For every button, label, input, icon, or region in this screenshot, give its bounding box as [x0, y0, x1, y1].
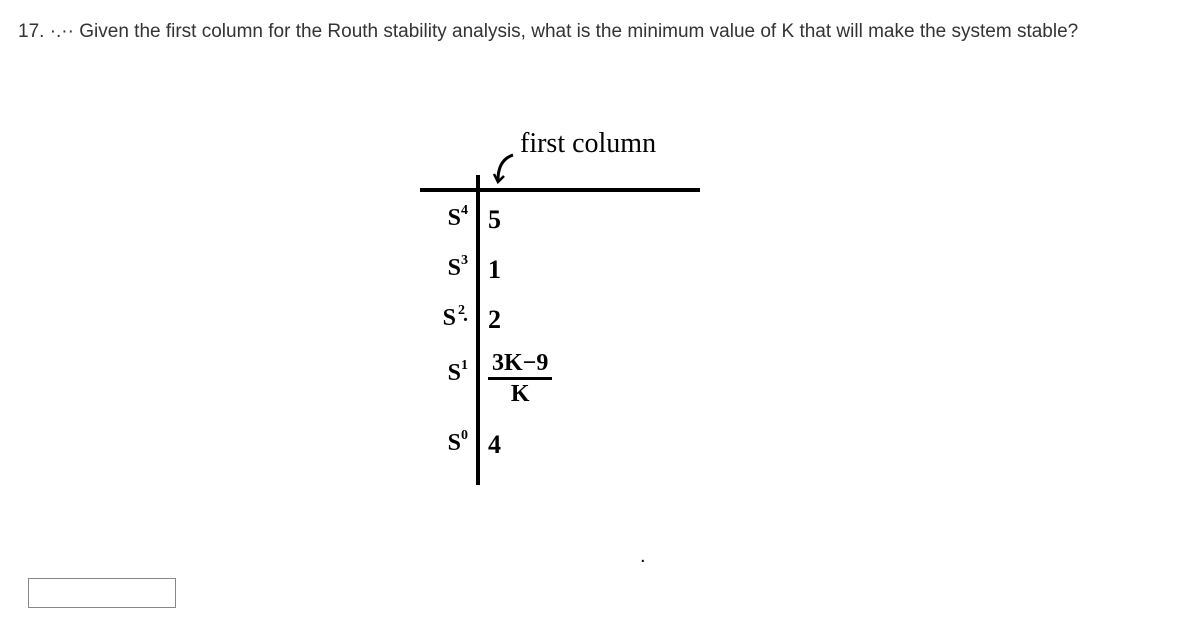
- table-lines: [420, 120, 820, 500]
- row-value-s4: 5: [488, 205, 501, 235]
- row-label-s1: S1: [420, 360, 468, 387]
- question-spacer: ·.··: [50, 21, 80, 42]
- stray-dot: .: [640, 545, 646, 568]
- answer-input[interactable]: [28, 578, 176, 608]
- row-label-s4: S4: [420, 205, 468, 232]
- question-text: 17. ·.·· Given the first column for the …: [18, 18, 1168, 47]
- routh-diagram: first column S4 5 S3 1 S2. 2 S1 3K−9 K: [420, 120, 820, 520]
- row-value-s1: 3K−9 K: [488, 351, 552, 408]
- row-value-s3: 1: [488, 255, 501, 285]
- row-label-s3: S3: [420, 255, 468, 282]
- question-body: Given the first column for the Routh sta…: [79, 21, 1078, 42]
- row-value-s0: 4: [488, 430, 501, 460]
- row-value-s2: 2: [488, 305, 501, 335]
- question-number: 17.: [18, 21, 44, 42]
- row-label-s2: S2.: [420, 305, 468, 332]
- row-label-s0: S0: [420, 430, 468, 457]
